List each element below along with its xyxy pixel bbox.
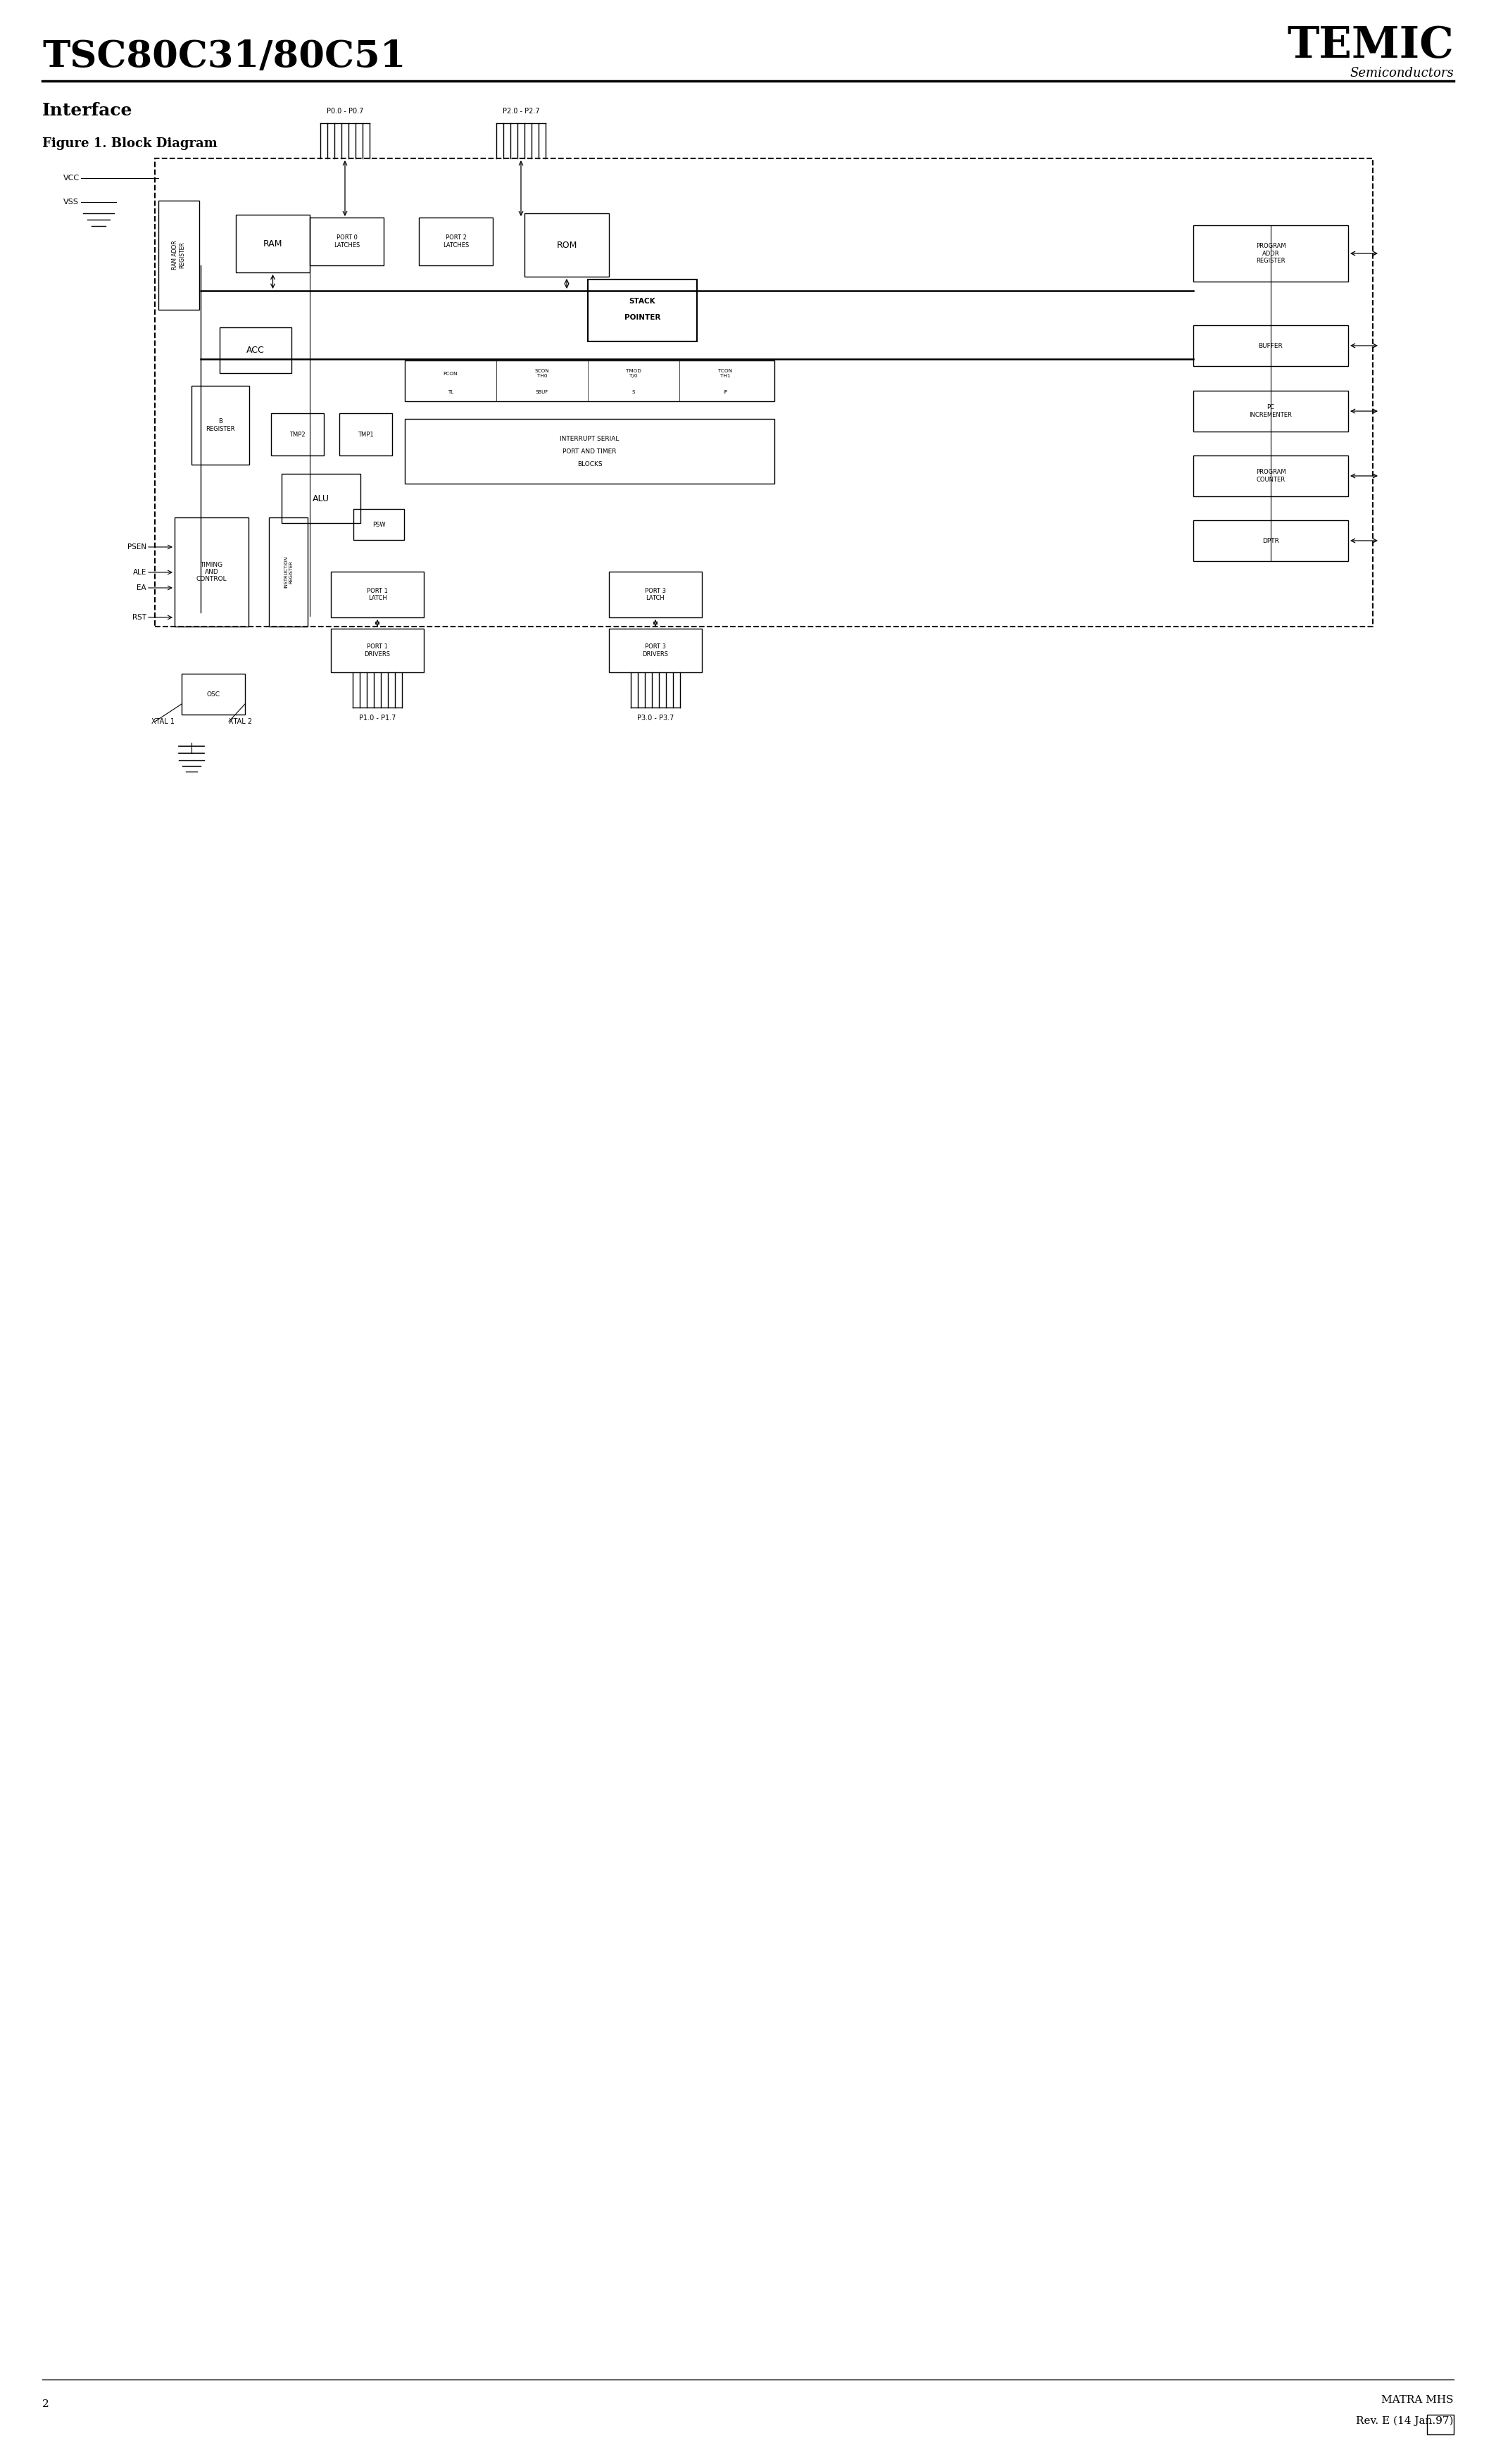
Bar: [271, 414, 323, 456]
Text: P1.0 - P1.7: P1.0 - P1.7: [359, 715, 396, 722]
Text: Interface: Interface: [42, 101, 133, 118]
Text: PROGRAM
ADDR
REGISTER: PROGRAM ADDR REGISTER: [1255, 244, 1285, 264]
Text: INSTRUCTION
REGISTER: INSTRUCTION REGISTER: [284, 557, 293, 589]
Text: PORT 2
LATCHES: PORT 2 LATCHES: [443, 234, 468, 249]
Bar: [405, 419, 775, 483]
Text: BLOCKS: BLOCKS: [577, 461, 601, 468]
Text: Rev. E (14 Jan.97): Rev. E (14 Jan.97): [1357, 2417, 1454, 2427]
Text: OSC: OSC: [206, 690, 220, 697]
Bar: [281, 473, 361, 522]
Bar: [1194, 224, 1348, 281]
Bar: [159, 200, 199, 310]
Bar: [1194, 392, 1348, 431]
Bar: [609, 572, 702, 618]
Bar: [405, 360, 775, 402]
Text: POINTER: POINTER: [624, 313, 661, 320]
Text: S: S: [631, 389, 636, 394]
Text: Figure 1. Block Diagram: Figure 1. Block Diagram: [42, 138, 217, 150]
Text: P3.0 - P3.7: P3.0 - P3.7: [637, 715, 673, 722]
Text: INTERRUPT SERIAL: INTERRUPT SERIAL: [560, 436, 619, 441]
Bar: [1427, 2415, 1454, 2434]
Text: RST: RST: [132, 614, 147, 621]
Text: PORT 3
LATCH: PORT 3 LATCH: [645, 589, 666, 601]
Text: XTAL 1: XTAL 1: [151, 717, 175, 724]
Text: TEMIC: TEMIC: [1287, 25, 1454, 67]
Text: PORT AND TIMER: PORT AND TIMER: [562, 448, 616, 453]
Bar: [156, 158, 1373, 626]
Text: STACK: STACK: [630, 298, 655, 306]
Bar: [353, 510, 404, 540]
Text: ACC: ACC: [247, 345, 265, 355]
Text: Semiconductors: Semiconductors: [1349, 67, 1454, 79]
Bar: [191, 387, 250, 466]
Bar: [1194, 520, 1348, 562]
Bar: [609, 628, 702, 673]
Text: 2: 2: [42, 2400, 49, 2410]
Bar: [588, 278, 697, 342]
Bar: [331, 628, 423, 673]
Bar: [419, 217, 492, 266]
Text: TIMING
AND
CONTROL: TIMING AND CONTROL: [196, 562, 227, 582]
Text: XTAL 2: XTAL 2: [229, 717, 253, 724]
Text: PORT 1
LATCH: PORT 1 LATCH: [367, 589, 387, 601]
Text: B
REGISTER: B REGISTER: [206, 419, 235, 431]
Bar: [1194, 456, 1348, 495]
Text: TL: TL: [447, 389, 453, 394]
Text: PCON: PCON: [443, 372, 458, 375]
Text: P2.0 - P2.7: P2.0 - P2.7: [503, 108, 540, 116]
Text: TMOD
T/0: TMOD T/0: [625, 370, 642, 377]
Text: SBUF: SBUF: [536, 389, 549, 394]
Bar: [175, 517, 248, 626]
Bar: [331, 572, 423, 618]
Text: PSW: PSW: [373, 522, 386, 527]
Text: VCC: VCC: [63, 175, 79, 182]
Text: ALU: ALU: [313, 493, 329, 503]
Bar: [1194, 325, 1348, 367]
Text: PORT 0
LATCHES: PORT 0 LATCHES: [334, 234, 361, 249]
Bar: [340, 414, 392, 456]
Text: TSC80C31/80C51: TSC80C31/80C51: [42, 39, 405, 74]
Text: TCON
TH1: TCON TH1: [718, 370, 732, 377]
Text: DPTR: DPTR: [1263, 537, 1279, 545]
Text: RAM: RAM: [263, 239, 283, 249]
Text: PORT 1
DRIVERS: PORT 1 DRIVERS: [365, 643, 390, 658]
Bar: [525, 214, 609, 276]
Text: ROM: ROM: [557, 241, 577, 249]
Bar: [236, 214, 310, 274]
Text: PROGRAM
COUNTER: PROGRAM COUNTER: [1255, 468, 1285, 483]
Text: BUFFER: BUFFER: [1258, 342, 1284, 350]
Text: SCON
TH0: SCON TH0: [534, 370, 549, 377]
Text: PSEN: PSEN: [127, 545, 147, 549]
Text: VSS: VSS: [63, 200, 79, 205]
Text: P0.0 - P0.7: P0.0 - P0.7: [326, 108, 364, 116]
Text: RAM ADDR
REGISTER: RAM ADDR REGISTER: [172, 241, 186, 271]
Bar: [181, 673, 245, 715]
Text: TMP1: TMP1: [358, 431, 374, 439]
Text: ALE: ALE: [133, 569, 147, 577]
Bar: [269, 517, 308, 626]
Text: MATRA MHS: MATRA MHS: [1382, 2395, 1454, 2405]
Bar: [310, 217, 383, 266]
Text: IP: IP: [723, 389, 727, 394]
Text: TMP2: TMP2: [289, 431, 305, 439]
Text: EA: EA: [136, 584, 147, 591]
Text: PORT 3
DRIVERS: PORT 3 DRIVERS: [642, 643, 669, 658]
Bar: [220, 328, 292, 372]
Text: PC
INCREMENTER: PC INCREMENTER: [1249, 404, 1293, 419]
